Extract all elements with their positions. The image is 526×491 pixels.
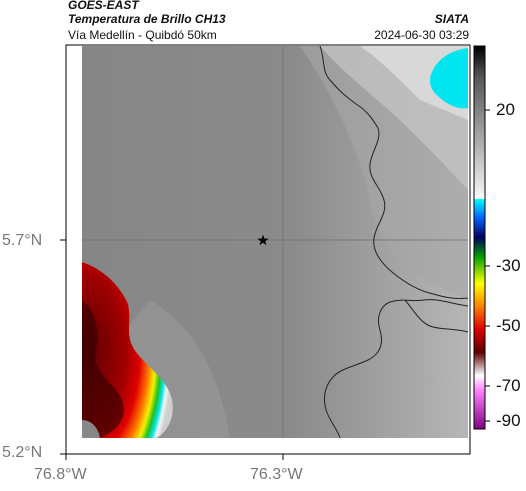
colorbar-label-20: 20 (496, 100, 515, 119)
colorbar-label-neg90: -90 (496, 411, 521, 430)
department-border-east (319, 46, 468, 299)
lat-label-5-7: 5.7°N (2, 232, 43, 249)
product-title: Temperatura de Brillo CH13 (68, 12, 226, 26)
cold-cloud-top-right (430, 48, 468, 109)
department-border-south (323, 299, 468, 438)
lon-label-76-8: 76.8°W (34, 466, 87, 483)
organization-label: SIATA (434, 12, 469, 26)
colorbar-label-neg50: -50 (496, 316, 521, 335)
lon-label-76-3: 76.3°W (250, 466, 303, 483)
location-star-marker (257, 234, 269, 246)
satellite-title: GOES-EAST (68, 0, 139, 12)
location-subtitle: Vía Medellín - Quibdó 50km (68, 28, 217, 42)
colorbar-label-neg30: -30 (496, 256, 521, 275)
timestamp-label: 2024-06-30 03:29 (374, 28, 469, 42)
colorbar (473, 45, 486, 430)
colorbar-label-neg70: -70 (496, 376, 521, 395)
department-border-branch (404, 299, 468, 333)
lat-label-5-2: 5.2°N (2, 444, 43, 461)
